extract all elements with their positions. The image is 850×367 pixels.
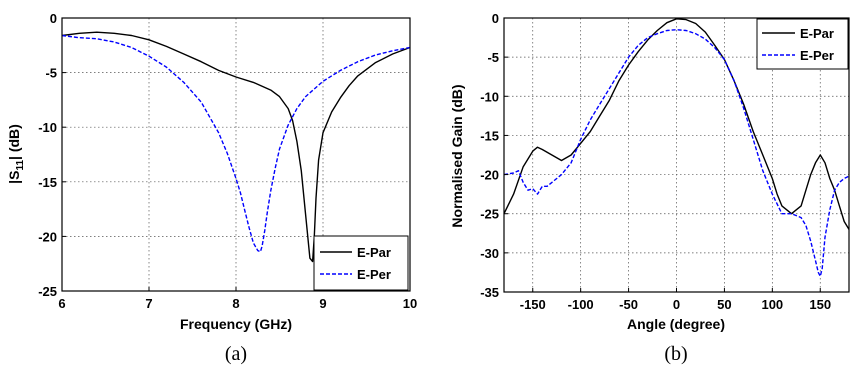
chart-a-grid	[62, 18, 410, 291]
chart-a-ylabel-end: | (dB)	[6, 124, 22, 160]
chart-a-xtick-label: 9	[319, 296, 326, 311]
chart-a-xtick-label: 7	[145, 296, 152, 311]
chart-b-legend-label-e-per: E-Per	[800, 48, 834, 63]
chart-a-series-e-per	[61, 34, 411, 253]
chart-a: 6 7 8 9 10 0 -5 -10 -15 -20 -25 Frequency (GHz) |S…	[6, 11, 417, 365]
chart-b-series-e-per	[503, 29, 850, 277]
chart-b-ylabel: Normalised Gain (dB)	[449, 84, 465, 227]
chart-b-ytick-label: -5	[487, 50, 499, 65]
chart-a-ytick-label: -20	[38, 229, 57, 244]
chart-a-series	[61, 31, 411, 263]
chart-b-xtick-label: -100	[568, 297, 594, 312]
chart-b-ytick-label: -30	[480, 246, 499, 261]
chart-b-ticks: -150 -100 -50 0 50 100 150 0 -5 -10 -15 -20 -25 -30 -3…	[480, 11, 831, 312]
chart-b-xtick-label: 100	[761, 297, 783, 312]
chart-b-ytick-label: -10	[480, 89, 499, 104]
chart-a-ylabel-subscript: 11	[15, 160, 26, 171]
chart-a-ytick-label: 0	[50, 11, 57, 26]
chart-b-legend-label-e-par: E-Par	[800, 26, 834, 41]
chart-a-caption: (a)	[225, 343, 247, 365]
chart-b-ytick-label: -20	[480, 168, 499, 183]
chart-b-xtick-label: 50	[717, 297, 731, 312]
chart-a-xtick-label: 8	[232, 296, 239, 311]
chart-b-xtick-label: 0	[673, 297, 680, 312]
chart-b-series-e-par	[503, 18, 850, 230]
chart-a-xtick-label: 10	[403, 296, 417, 311]
chart-a-ylabel-main: |S	[6, 171, 22, 184]
chart-b-ytick-label: 0	[492, 11, 499, 26]
chart-b-ytick-label: -35	[480, 285, 499, 300]
chart-a-xlabel: Frequency (GHz)	[180, 316, 292, 332]
chart-a-ticks: 6 7 8 9 10 0 -5 -10 -15 -20 -25	[38, 11, 417, 311]
chart-b-caption: (b)	[664, 343, 687, 365]
chart-a-legend-label-e-par: E-Par	[357, 245, 391, 260]
chart-b: -150 -100 -50 0 50 100 150 0 -5 -10 -15 -20 -25 -30 -3…	[449, 11, 850, 365]
chart-a-xtick-label: 6	[58, 296, 65, 311]
chart-b-legend: E-Par E-Per	[756, 18, 849, 70]
chart-b-xtick-label: 150	[809, 297, 831, 312]
chart-b-legend-box	[756, 18, 849, 70]
chart-b-xlabel: Angle (degree)	[627, 316, 725, 332]
chart-a-series-e-par	[61, 31, 411, 263]
chart-b-ytick-label: -25	[480, 207, 499, 222]
chart-b-xtick-label: -150	[520, 297, 546, 312]
chart-a-ytick-label: -25	[38, 284, 57, 299]
chart-b-xtick-label: -50	[619, 297, 638, 312]
chart-a-legend: E-Par E-Per	[313, 235, 409, 291]
chart-a-legend-label-e-per: E-Per	[357, 267, 391, 282]
chart-a-ytick-label: -15	[38, 175, 57, 190]
chart-a-legend-box	[313, 235, 409, 291]
chart-b-ytick-label: -15	[480, 128, 499, 143]
chart-a-ytick-label: -10	[38, 120, 57, 135]
chart-a-ytick-label: -5	[45, 66, 57, 81]
chart-a-ylabel: |S11| (dB)	[6, 124, 26, 184]
chart-b-series	[503, 18, 850, 277]
